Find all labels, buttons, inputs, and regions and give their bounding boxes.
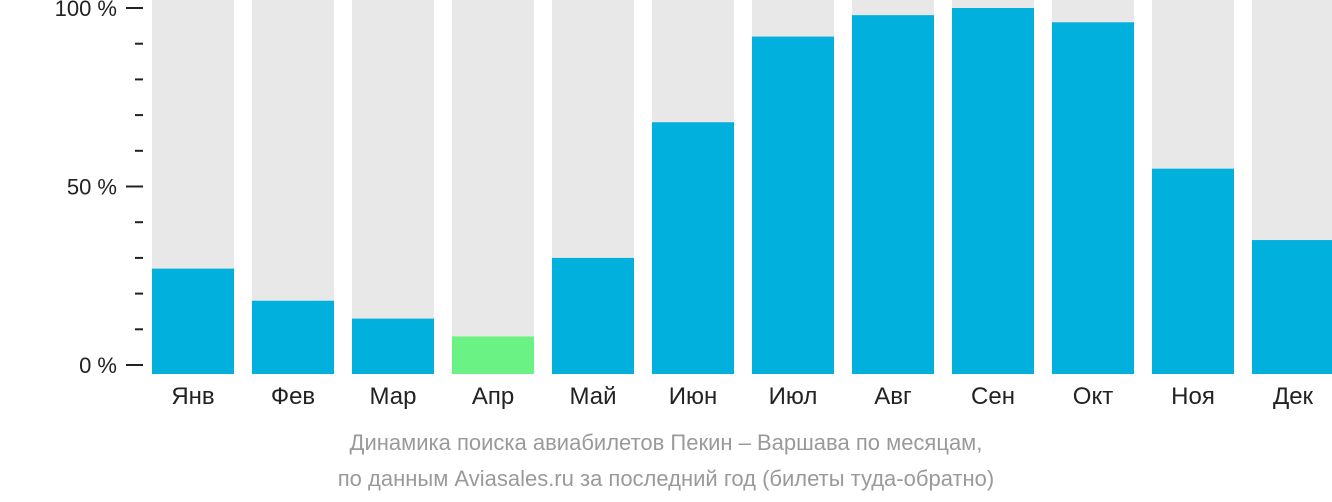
x-tick-label: Дек [1273, 383, 1314, 410]
bar [452, 336, 534, 374]
chart-caption-line-2: по данным Aviasales.ru за последний год … [337, 466, 995, 491]
x-tick-label: Июн [669, 383, 718, 410]
x-tick-label: Ноя [1171, 383, 1215, 410]
x-axis-labels: Янв Фев Мар Апр Май Июн Июл Авг Сен Окт Ноя Дек [171, 383, 1313, 410]
bar [252, 300, 334, 374]
bar [1252, 240, 1332, 374]
x-tick-label: Апр [472, 383, 514, 410]
bar [1152, 168, 1234, 374]
x-tick-label: Мар [370, 383, 417, 410]
bar [552, 257, 634, 374]
y-axis: 0 % 50 % 100 % [55, 0, 143, 378]
x-tick-label: Авг [874, 383, 912, 410]
x-tick-label: Окт [1073, 383, 1113, 410]
x-tick-label: Июл [769, 383, 818, 410]
bar [1052, 22, 1134, 375]
bars [152, 0, 1332, 375]
x-tick-label: Сен [971, 383, 1015, 410]
x-tick-label: Май [569, 383, 616, 410]
bar [652, 122, 734, 375]
y-tick-label: 0 % [79, 353, 117, 378]
chart-caption-line-1: Динамика поиска авиабилетов Пекин – Варш… [349, 430, 983, 455]
y-tick-label: 100 % [55, 0, 117, 21]
bar [352, 318, 434, 374]
bar-track [452, 0, 534, 374]
bar-track [352, 0, 434, 374]
bar [752, 36, 834, 375]
y-tick-label: 50 % [67, 175, 117, 200]
x-tick-label: Фев [271, 383, 315, 410]
bar [152, 268, 234, 374]
x-tick-label: Янв [171, 383, 214, 410]
bar [852, 15, 934, 374]
bar [952, 8, 1034, 374]
